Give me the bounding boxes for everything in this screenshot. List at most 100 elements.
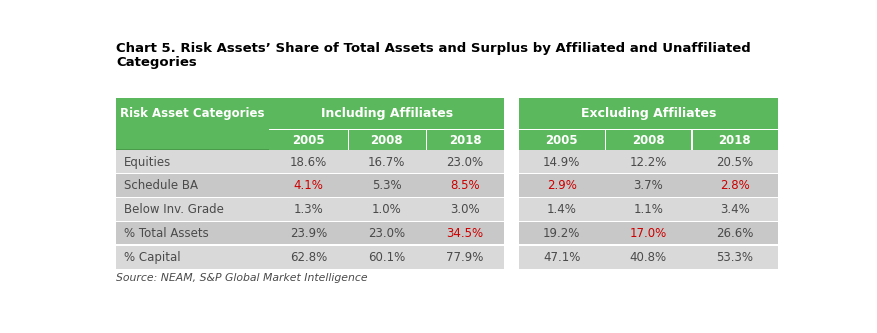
Bar — [604, 174, 690, 198]
Bar — [503, 222, 518, 245]
Bar — [518, 173, 777, 174]
Text: 2.9%: 2.9% — [546, 179, 576, 192]
Text: 40.8%: 40.8% — [629, 251, 666, 264]
Bar — [518, 198, 604, 222]
Bar — [425, 174, 503, 198]
Bar — [116, 149, 269, 150]
Text: 20.5%: 20.5% — [716, 156, 752, 168]
Text: 1.0%: 1.0% — [372, 203, 401, 216]
Text: % Total Assets: % Total Assets — [124, 227, 208, 240]
Text: 5.3%: 5.3% — [372, 179, 401, 192]
Text: 3.7%: 3.7% — [632, 179, 662, 192]
Bar — [518, 130, 604, 150]
Bar — [116, 198, 269, 222]
Bar — [269, 150, 347, 174]
Text: 2018: 2018 — [717, 134, 750, 147]
Bar — [503, 245, 518, 269]
Bar — [347, 130, 425, 150]
Text: 14.9%: 14.9% — [543, 156, 580, 168]
Text: 1.3%: 1.3% — [294, 203, 323, 216]
Bar — [518, 98, 777, 130]
Text: 2005: 2005 — [292, 134, 324, 147]
Bar — [518, 222, 604, 245]
Bar — [604, 150, 690, 174]
Bar — [269, 222, 347, 245]
Text: Excluding Affiliates: Excluding Affiliates — [580, 107, 715, 121]
Bar — [690, 130, 692, 150]
Bar — [425, 130, 503, 150]
Text: 2008: 2008 — [370, 134, 403, 147]
Bar — [116, 244, 503, 245]
Bar — [604, 130, 605, 150]
Text: 47.1%: 47.1% — [543, 251, 580, 264]
Bar — [690, 198, 777, 222]
Bar — [604, 222, 690, 245]
Text: 53.3%: 53.3% — [716, 251, 752, 264]
Text: Risk Asset Categories: Risk Asset Categories — [120, 107, 265, 121]
Bar — [604, 198, 690, 222]
Bar — [604, 130, 690, 150]
Bar — [518, 197, 777, 198]
Text: Schedule BA: Schedule BA — [124, 179, 197, 192]
Text: 12.2%: 12.2% — [629, 156, 667, 168]
Text: 23.0%: 23.0% — [446, 156, 483, 168]
Text: 3.4%: 3.4% — [719, 203, 749, 216]
Text: Source: NEAM, S&P Global Market Intelligence: Source: NEAM, S&P Global Market Intellig… — [116, 273, 367, 283]
Bar — [518, 129, 777, 131]
Bar — [425, 222, 503, 245]
Text: 4.1%: 4.1% — [293, 179, 323, 192]
Text: 26.6%: 26.6% — [715, 227, 752, 240]
Bar — [116, 222, 269, 245]
Text: 16.7%: 16.7% — [367, 156, 405, 168]
Text: 2008: 2008 — [631, 134, 664, 147]
Text: 23.9%: 23.9% — [289, 227, 327, 240]
Bar — [269, 245, 347, 269]
Bar — [347, 198, 425, 222]
Text: % Capital: % Capital — [124, 251, 180, 264]
Bar — [425, 198, 503, 222]
Text: 2018: 2018 — [448, 134, 481, 147]
Text: Equities: Equities — [124, 156, 171, 168]
Text: Chart 5. Risk Assets’ Share of Total Assets and Surplus by Affiliated and Unaffi: Chart 5. Risk Assets’ Share of Total Ass… — [116, 42, 750, 55]
Text: Below Inv. Grade: Below Inv. Grade — [124, 203, 224, 216]
Text: 77.9%: 77.9% — [446, 251, 483, 264]
Bar — [347, 245, 425, 269]
Bar — [116, 98, 269, 150]
Text: 23.0%: 23.0% — [367, 227, 405, 240]
Bar — [347, 174, 425, 198]
Bar — [518, 245, 604, 269]
Bar — [116, 150, 269, 174]
Text: 8.5%: 8.5% — [450, 179, 479, 192]
Text: 2.8%: 2.8% — [719, 179, 749, 192]
Bar — [269, 174, 347, 198]
Bar — [690, 150, 777, 174]
Bar — [116, 174, 269, 198]
Text: 60.1%: 60.1% — [367, 251, 405, 264]
Text: Including Affiliates: Including Affiliates — [320, 107, 453, 121]
Bar — [503, 150, 518, 174]
Bar — [690, 222, 777, 245]
Bar — [425, 150, 503, 174]
Bar — [690, 174, 777, 198]
Bar — [269, 98, 503, 130]
Text: 34.5%: 34.5% — [446, 227, 483, 240]
Bar — [116, 173, 503, 174]
Text: Categories: Categories — [116, 56, 196, 69]
Bar — [690, 130, 777, 150]
Bar — [503, 98, 518, 150]
Bar — [116, 245, 269, 269]
Bar — [116, 197, 503, 198]
Bar — [347, 130, 348, 150]
Bar — [518, 244, 777, 245]
Bar — [269, 198, 347, 222]
Bar — [347, 150, 425, 174]
Bar — [518, 174, 604, 198]
Text: 17.0%: 17.0% — [629, 227, 666, 240]
Text: 19.2%: 19.2% — [543, 227, 580, 240]
Bar — [116, 220, 503, 222]
Text: 62.8%: 62.8% — [289, 251, 327, 264]
Bar — [347, 222, 425, 245]
Bar — [425, 245, 503, 269]
Bar — [518, 150, 604, 174]
Bar — [604, 245, 690, 269]
